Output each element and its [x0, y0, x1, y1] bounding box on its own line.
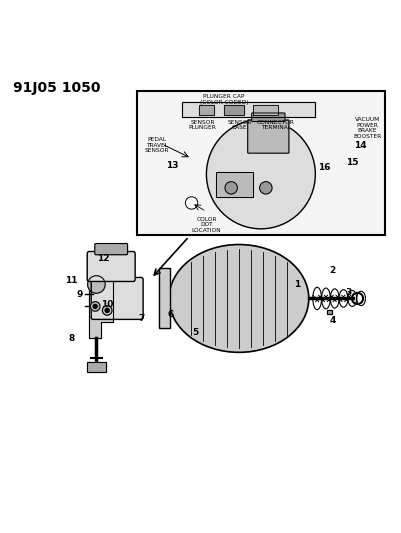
FancyBboxPatch shape — [137, 91, 384, 235]
FancyBboxPatch shape — [91, 278, 143, 319]
Bar — [198, 105, 213, 115]
Text: 5: 5 — [191, 328, 198, 337]
Circle shape — [185, 197, 197, 209]
Text: 9: 9 — [76, 290, 82, 299]
Circle shape — [259, 182, 271, 194]
Text: 13: 13 — [165, 161, 178, 170]
Ellipse shape — [206, 119, 314, 229]
Circle shape — [102, 305, 112, 315]
Text: 14: 14 — [353, 141, 365, 150]
Text: 10: 10 — [101, 300, 113, 309]
Text: 3: 3 — [345, 288, 351, 297]
Text: COLOR
DOT
LOCATION: COLOR DOT LOCATION — [191, 216, 221, 233]
Text: CONNECTOR
TERMINAL: CONNECTOR TERMINAL — [256, 119, 294, 131]
Text: 4: 4 — [329, 316, 335, 325]
Text: 8: 8 — [68, 334, 74, 343]
FancyBboxPatch shape — [95, 244, 127, 255]
Bar — [253, 105, 277, 115]
Bar — [223, 105, 243, 115]
Text: 12: 12 — [97, 254, 109, 263]
Text: SENSOR
PLUNGER: SENSOR PLUNGER — [188, 119, 216, 131]
Circle shape — [225, 182, 237, 194]
Text: 6: 6 — [168, 310, 174, 319]
Text: 2: 2 — [329, 266, 335, 275]
Text: PLUNGER CAP
(COLOR CODED): PLUNGER CAP (COLOR CODED) — [199, 94, 247, 105]
FancyBboxPatch shape — [159, 269, 170, 328]
Polygon shape — [216, 173, 253, 197]
Circle shape — [87, 276, 105, 293]
FancyBboxPatch shape — [251, 113, 284, 122]
Bar — [87, 362, 106, 372]
Text: 16: 16 — [317, 163, 330, 172]
Ellipse shape — [169, 245, 308, 352]
Text: 15: 15 — [345, 158, 358, 167]
Text: 1: 1 — [293, 280, 299, 289]
FancyBboxPatch shape — [181, 102, 314, 117]
Polygon shape — [89, 274, 113, 338]
Circle shape — [90, 302, 100, 311]
Bar — [87, 362, 106, 372]
FancyBboxPatch shape — [87, 252, 135, 281]
Text: SENSOR
CASE: SENSOR CASE — [227, 119, 251, 131]
Circle shape — [93, 304, 97, 309]
Text: PEDAL
TRAVEL
SENSOR: PEDAL TRAVEL SENSOR — [144, 137, 169, 154]
FancyBboxPatch shape — [247, 120, 288, 153]
Text: VACUUM
POWER
BRAKE
BOOSTER: VACUUM POWER BRAKE BOOSTER — [352, 117, 381, 139]
Text: 7: 7 — [138, 314, 144, 323]
Text: 11: 11 — [65, 276, 77, 285]
Bar — [326, 310, 331, 314]
Bar — [326, 310, 331, 314]
Text: 91J05 1050: 91J05 1050 — [13, 81, 101, 95]
Circle shape — [105, 309, 109, 312]
